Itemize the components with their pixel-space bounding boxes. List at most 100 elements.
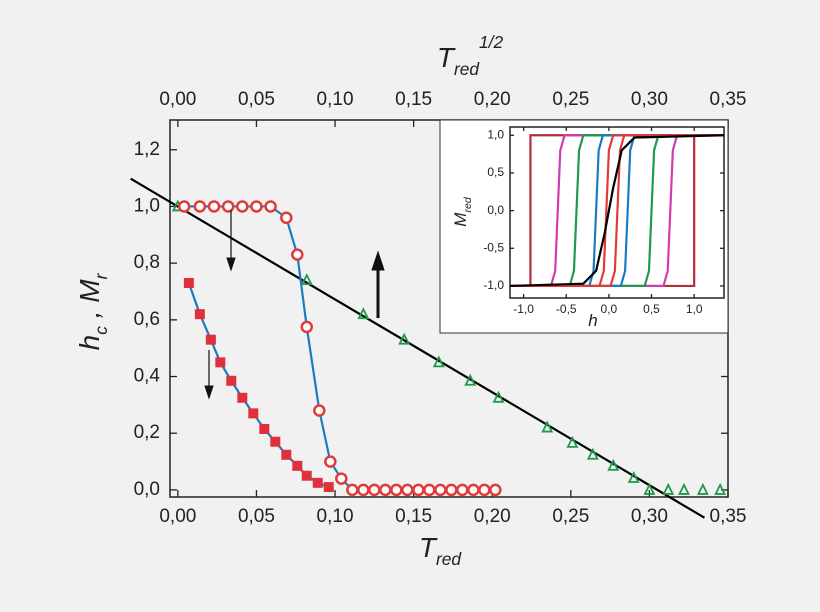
marker [368, 483, 381, 497]
y-tick-label: 0,5 [487, 165, 504, 179]
x-tick-label: -1,0 [513, 302, 534, 316]
x-tick-label: 0,00 [159, 506, 196, 527]
x2-tick-label: 0,10 [317, 89, 354, 110]
series-line [510, 134, 724, 288]
x2-tick-label: 0,20 [474, 89, 511, 110]
x-tick-label: 0,15 [395, 506, 432, 527]
marker [464, 373, 477, 386]
marker [357, 307, 370, 320]
marker [434, 483, 447, 497]
label-part: red [454, 58, 480, 78]
y-tick-label: 1,0 [487, 127, 504, 141]
x-tick-label: 0,30 [631, 506, 668, 527]
marker [300, 320, 313, 334]
marker [401, 483, 414, 497]
marker [177, 200, 191, 213]
marker [324, 455, 337, 468]
inset-plot: -1,0 -0,5 0,0 0,5 1,0 -1,0 -0,5 0,0 0,5 1,0 h Mred [451, 126, 725, 330]
arrow-head [204, 385, 214, 400]
arrow-head [226, 257, 236, 272]
series-line [510, 134, 724, 288]
marker [643, 482, 656, 495]
x-tick-label: 0,25 [552, 506, 589, 527]
marker [489, 483, 502, 497]
marker [194, 309, 205, 320]
marker [250, 200, 263, 213]
label-part: h [74, 335, 105, 351]
marker [312, 477, 323, 488]
marker [423, 483, 436, 497]
plot-frame [509, 126, 725, 299]
arrow-head [371, 250, 385, 271]
marker [259, 423, 270, 434]
label-part: red [462, 196, 474, 212]
marker [678, 482, 690, 495]
y-tick-label: 0,2 [134, 422, 160, 443]
main-plot: 0,00 0,05 0,10 0,15 0,20 0,25 0,30 0,35 0,00 0,05… [74, 32, 746, 569]
label-part: , M [74, 279, 105, 326]
marker [541, 420, 554, 433]
x-tick-label: 0,05 [238, 506, 275, 527]
marker [226, 375, 237, 386]
marker [237, 392, 248, 403]
x2-axis-label: Tred 1/2 [437, 32, 504, 79]
marker [390, 483, 403, 497]
marker [445, 483, 458, 497]
marker [236, 200, 249, 213]
marker [586, 447, 599, 460]
label-part: c [90, 326, 110, 335]
marker [607, 458, 620, 471]
series-line [130, 177, 705, 519]
marker [662, 482, 675, 495]
y-axis-label: Mred [451, 196, 473, 227]
label-part: red [436, 548, 462, 568]
inset-background [439, 119, 729, 334]
marker [335, 472, 348, 485]
marker [714, 482, 727, 495]
y-tick-label: 0,0 [134, 479, 160, 500]
x-tick-label: -0,5 [556, 302, 577, 316]
marker [301, 470, 312, 481]
x2-tick-label: 0,05 [238, 89, 275, 110]
y-tick-label: -1,0 [483, 278, 504, 292]
x2-tick-label: 0,30 [631, 89, 668, 110]
marker [696, 482, 709, 495]
marker [627, 470, 640, 483]
x-tick-label: 0,10 [317, 506, 354, 527]
marker [221, 200, 235, 213]
marker [207, 200, 221, 213]
marker [281, 449, 292, 460]
y-tick-label: 0,0 [487, 203, 504, 217]
marker [432, 355, 445, 368]
series-line [510, 134, 724, 288]
marker [193, 200, 207, 213]
marker [346, 483, 359, 497]
marker [280, 211, 293, 225]
x-tick-label: 0,35 [710, 506, 747, 527]
x-tick-label: 1,0 [686, 302, 703, 316]
marker [398, 332, 411, 345]
x2-tick-label: 0,35 [710, 89, 747, 110]
series-line [510, 134, 724, 288]
marker [264, 200, 277, 213]
marker [492, 390, 505, 403]
label-part: r [90, 272, 110, 279]
marker [248, 408, 259, 419]
y-tick-label: 0,6 [134, 309, 160, 330]
label-part: M [451, 212, 470, 227]
label-part: T [437, 42, 456, 73]
y-tick-label: 1,2 [134, 139, 160, 160]
marker [467, 483, 480, 497]
arrows [204, 210, 385, 400]
x-tick-label: 0,0 [601, 302, 618, 316]
y-axis-label: hc , Mr [74, 272, 110, 350]
y-tick-label: 0,8 [134, 252, 160, 273]
x-tick-label: 0,20 [474, 506, 511, 527]
series-line [509, 134, 725, 288]
marker [205, 334, 216, 345]
marker [478, 483, 491, 497]
y-tick-label: -0,5 [483, 240, 504, 254]
marker [270, 436, 281, 447]
